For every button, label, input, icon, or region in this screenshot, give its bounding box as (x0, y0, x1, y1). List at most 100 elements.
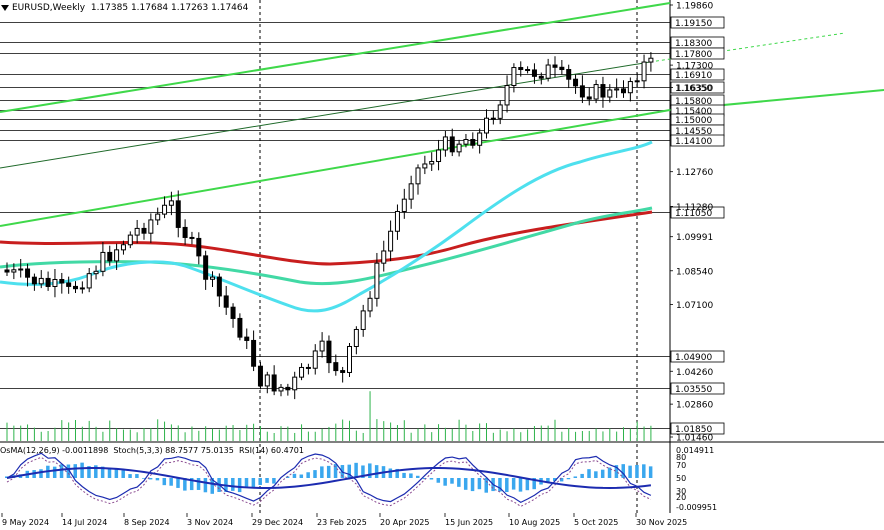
osma-bar (498, 478, 502, 492)
rsi-line (6, 467, 652, 490)
candle-body (189, 236, 195, 239)
price-level-label: 1.01850 (675, 425, 712, 435)
osma-bar (450, 478, 454, 484)
candle-body (114, 249, 120, 262)
osma-bar (409, 473, 413, 478)
price-level-label: 1.03550 (675, 385, 712, 395)
candle-body (86, 273, 92, 289)
osma-bar (607, 467, 612, 478)
price-tick-label: 1.19860 (676, 2, 713, 12)
candle-body (490, 117, 496, 120)
osma-bar (251, 478, 256, 488)
price-level-label: 1.15000 (675, 116, 712, 126)
osma-bar (594, 471, 598, 478)
price-level-label: 1.15400 (675, 107, 712, 117)
candle-body (182, 226, 188, 238)
candle-body (11, 269, 17, 273)
candle-body (360, 310, 366, 330)
candle-body (504, 85, 510, 106)
osma-bar (100, 466, 105, 478)
candle-body (559, 66, 565, 71)
candle-body (59, 279, 65, 284)
channel-upper-line (0, 2, 671, 113)
candle-body (216, 276, 222, 297)
candle-body (223, 295, 229, 308)
candle-body (25, 268, 31, 278)
candle-body (579, 85, 585, 98)
low-value: 1.17263 (171, 3, 209, 13)
price-tick-label: 1.12760 (676, 168, 713, 178)
osma-bar (176, 478, 180, 488)
osma-bar (436, 478, 441, 483)
price-level-label: 1.04900 (675, 353, 712, 363)
candle-body (319, 340, 325, 352)
candle-body (463, 138, 469, 145)
candle-body (340, 370, 346, 373)
candle-body (381, 250, 387, 264)
candle-body (401, 198, 407, 212)
candle-body (552, 64, 558, 68)
price-tick-label: 1.08540 (676, 267, 713, 277)
time-axis-label: 10 Aug 2025 (509, 518, 560, 527)
price-level-label: 1.19150 (675, 19, 712, 29)
osma-bar (155, 478, 160, 481)
osma-bar (39, 469, 43, 478)
stoch-signal-line (6, 456, 652, 507)
osma-bar (347, 464, 351, 478)
dropdown-triangle-icon[interactable] (1, 4, 9, 11)
osma-bar (374, 465, 379, 478)
sub-axis-label: 30 (676, 487, 686, 496)
candle-body (614, 88, 620, 91)
osma-bar (272, 478, 276, 484)
ma-slow-line (0, 210, 653, 266)
osma-bar (553, 478, 557, 481)
price-level-label: 1.11050 (675, 209, 712, 219)
osma-bar (518, 478, 523, 492)
candle-body (148, 219, 154, 234)
candle-body (326, 340, 332, 364)
candle-body (367, 297, 373, 312)
candle-body (648, 57, 654, 63)
candle-body (484, 117, 489, 134)
stoch-label: Stoch(5,3,3) 88.7577 75.0135 (113, 446, 234, 455)
price-level-label: 1.15800 (675, 97, 712, 107)
price-level-label: 1.17800 (675, 50, 712, 60)
candle-body (593, 84, 599, 100)
candle-body (230, 306, 236, 319)
osma-bar (114, 468, 119, 478)
subwindow-label: OsMA(12,26,9) -0.0011898 Stoch(5,3,3) 88… (0, 446, 304, 455)
candle-body (73, 285, 78, 290)
sub-axis-label: 20 (676, 493, 686, 502)
osma-bar (416, 475, 420, 478)
osma-bar (368, 463, 372, 478)
osma-bar (333, 464, 338, 478)
osma-bar (326, 465, 331, 478)
osma-bar (532, 478, 536, 490)
sub-axis-label: 80 (676, 453, 686, 462)
candle-body (531, 69, 537, 77)
candle-body (573, 78, 579, 87)
candle-body (449, 136, 455, 153)
high-value: 1.17684 (130, 3, 169, 13)
osma-bar (463, 478, 468, 490)
candle-body (518, 67, 524, 71)
osma-bar (484, 478, 488, 493)
candle-body (292, 376, 298, 391)
candle-body (408, 183, 414, 200)
osma-bar (87, 466, 91, 478)
channel-lower-line (0, 109, 671, 227)
candle-body (374, 262, 380, 299)
candle-body (141, 227, 147, 234)
osma-bar (361, 465, 365, 478)
candle-body (586, 96, 592, 100)
osma-bar (566, 478, 571, 480)
price-tick-label: 1.02860 (676, 401, 713, 411)
osma-bar (511, 478, 516, 490)
price-tick-label: 1.07100 (676, 301, 713, 311)
candle-body (299, 366, 305, 378)
time-axis-label: 15 Jun 2025 (445, 518, 493, 527)
osma-bar (635, 464, 639, 478)
price-level-label: 1.18300 (675, 39, 712, 49)
